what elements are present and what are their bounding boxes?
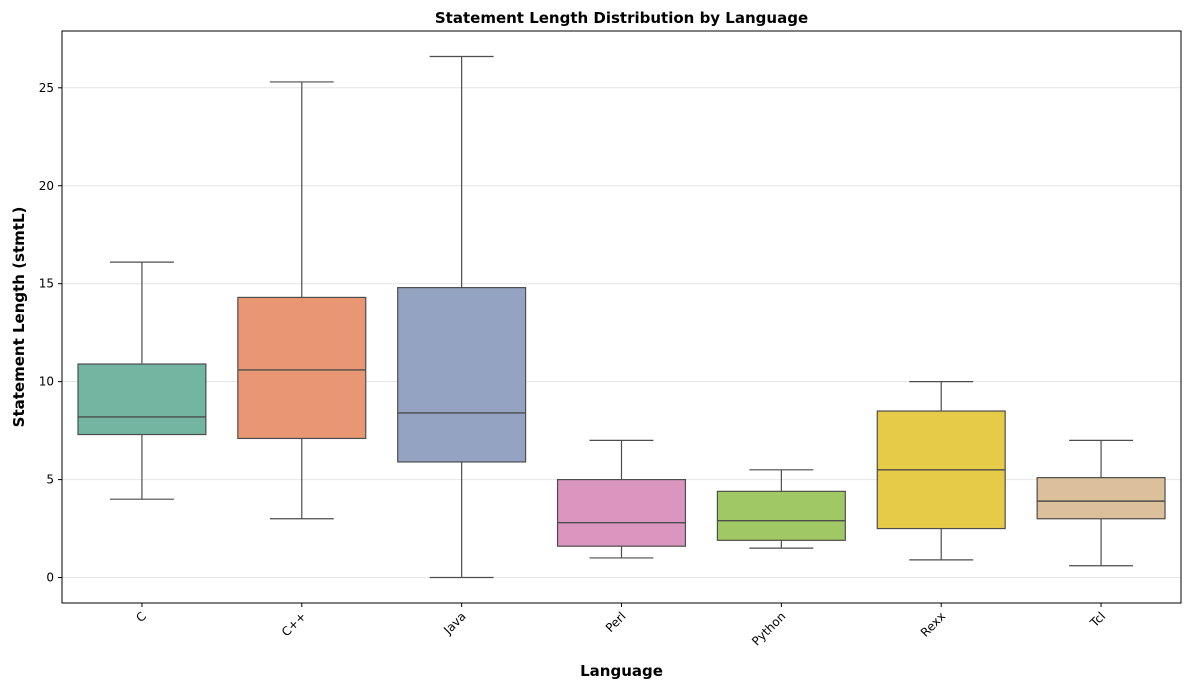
box-Python (716, 490, 846, 541)
box-group-Rexx (876, 381, 1006, 561)
box-group-Tcl (1036, 439, 1166, 567)
y-tick-label-25: 25 (39, 81, 54, 95)
chart-title: Statement Length Distribution by Languag… (435, 9, 808, 27)
box-group-C (77, 261, 207, 500)
box-Java (397, 287, 527, 463)
box-C (77, 363, 207, 436)
box-group-Python (716, 469, 846, 549)
x-tick-label-Tcl: Tcl (1087, 609, 1108, 630)
y-tick-label-10: 10 (39, 375, 54, 389)
box-group-Java (397, 55, 527, 579)
box-C++ (237, 296, 367, 440)
x-tick-label-C: C (133, 609, 149, 625)
y-axis-label: Statement Length (stmtL) (10, 207, 28, 428)
y-tick-label-20: 20 (39, 179, 54, 193)
y-tick-label-5: 5 (46, 473, 54, 487)
y-axis: 0 5 10 15 20 25 (39, 81, 62, 585)
x-tick-label-C++: C++ (279, 609, 309, 639)
box-layer (77, 55, 1166, 579)
y-tick-label-0: 0 (46, 571, 54, 585)
x-axis-label: Language (580, 662, 663, 680)
box-Tcl (1036, 477, 1166, 520)
x-tick-label-Java: Java (440, 609, 469, 638)
x-axis: C C++ Java Perl Python Rexx Tcl (133, 603, 1108, 649)
y-tick-label-15: 15 (39, 277, 54, 291)
box-group-Perl (556, 439, 687, 559)
box-Perl (556, 478, 687, 547)
x-tick-label-Rexx: Rexx (918, 609, 949, 640)
x-tick-label-Perl: Perl (603, 609, 629, 635)
x-tick-label-Python: Python (749, 609, 788, 648)
box-group-C++ (237, 81, 367, 520)
